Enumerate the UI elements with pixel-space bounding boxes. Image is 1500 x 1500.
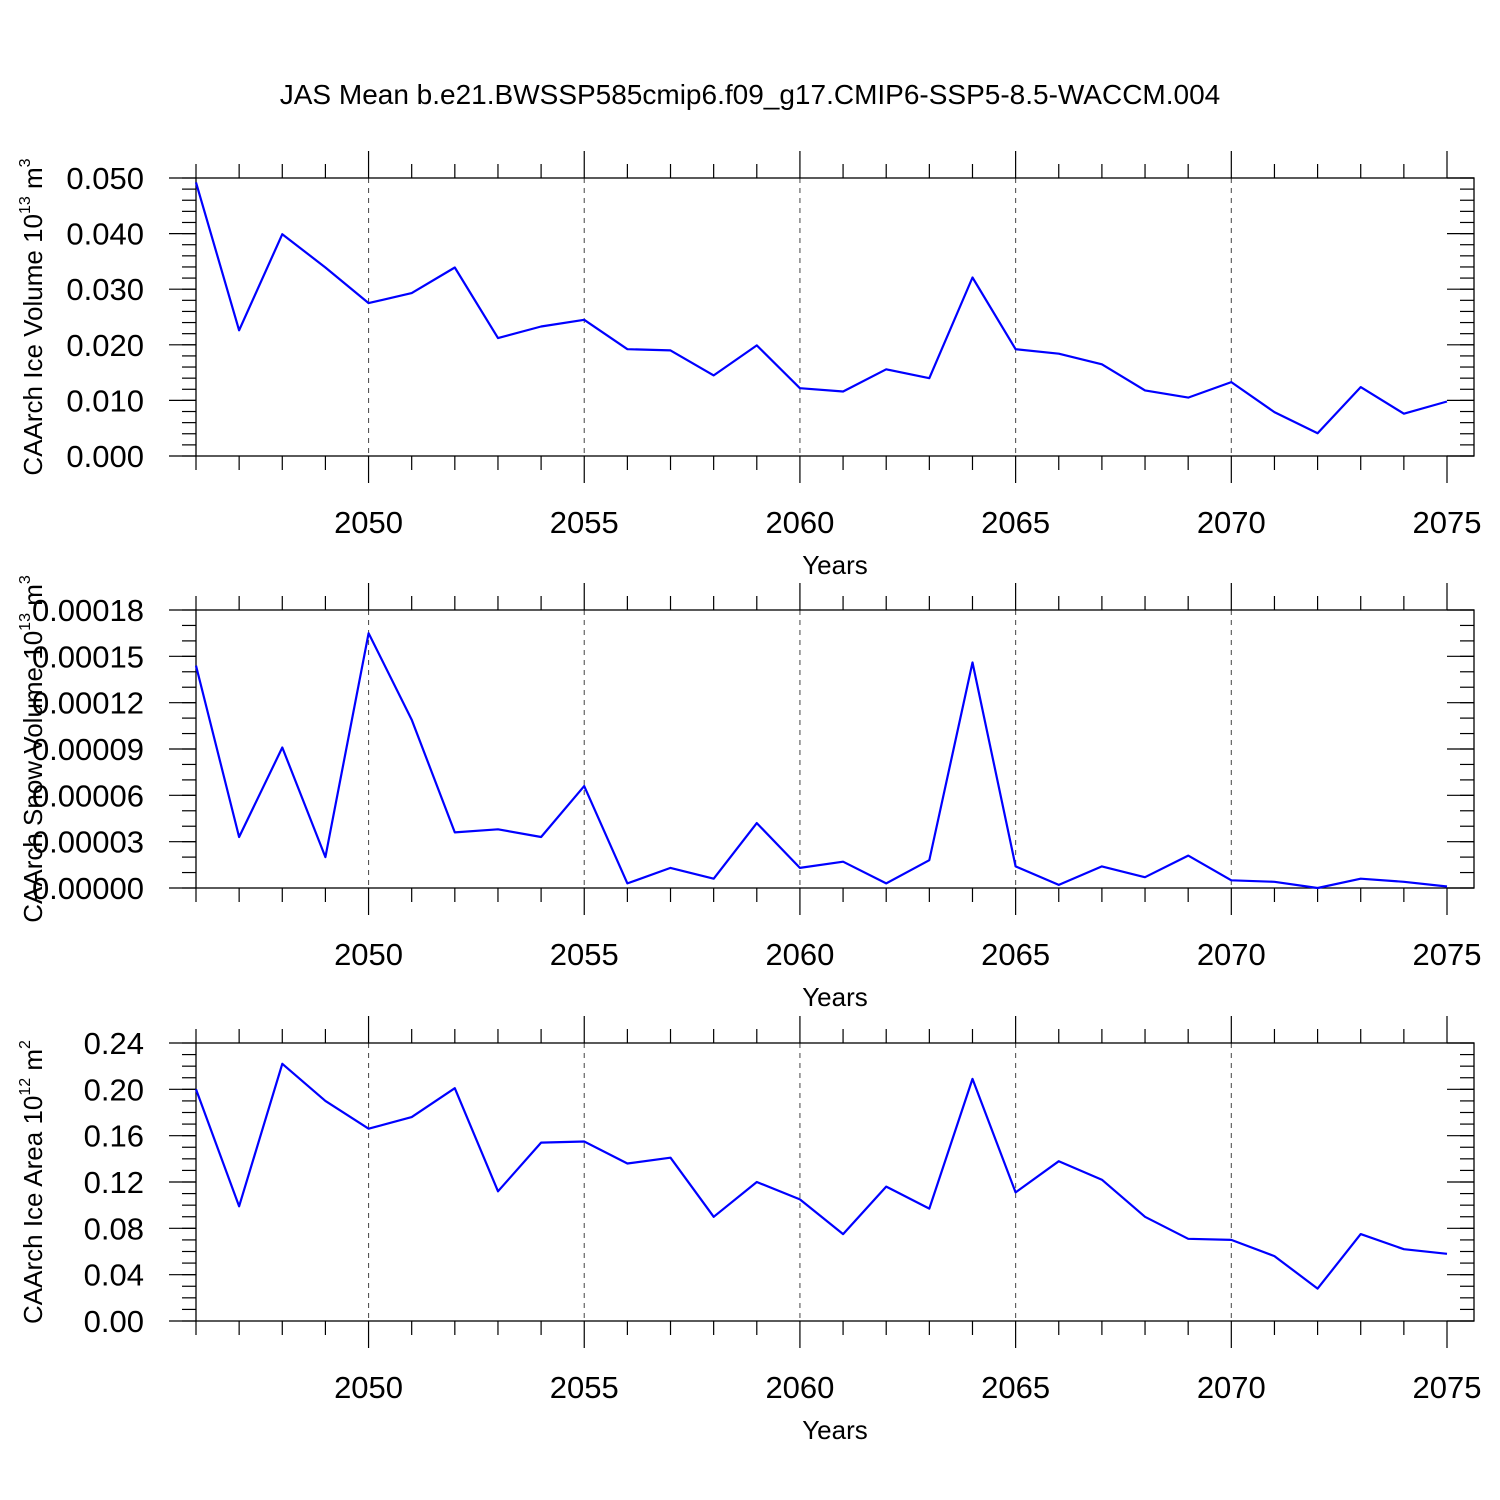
y-tick-label: 0.20 <box>84 1072 144 1107</box>
panels: 0.000 0.010 0.020 0.030 0.040 0.050 2050 2055 20… <box>17 151 1481 1445</box>
plot-frame <box>195 1042 1475 1322</box>
x-tick-label: 2050 <box>334 937 403 972</box>
y-tick-label: 0.16 <box>84 1119 144 1154</box>
x-tick-label: 2075 <box>1413 1370 1482 1405</box>
x-tick-label: 2060 <box>765 505 834 540</box>
x-tick-label: 2065 <box>981 1370 1050 1405</box>
plot-frame <box>195 609 1475 889</box>
y-tick-label: 0.00000 <box>32 871 144 906</box>
y-tick-label: 0.030 <box>66 272 144 307</box>
y-tick-label: 0.00003 <box>32 825 144 860</box>
x-tick-label: 2065 <box>981 505 1050 540</box>
x-tick-label: 2050 <box>334 1370 403 1405</box>
x-tick-label: 2075 <box>1413 505 1482 540</box>
x-axis-label: Years <box>802 1415 868 1445</box>
y-tick-label: 0.020 <box>66 328 144 363</box>
y-tick-label: 0.00012 <box>32 686 144 721</box>
x-tick-label: 2070 <box>1197 1370 1266 1405</box>
x-tick-label: 2075 <box>1413 937 1482 972</box>
x-tick-label: 2055 <box>550 1370 619 1405</box>
series-line <box>194 182 1448 435</box>
x-axis-label: Years <box>802 550 868 580</box>
x-tick-label: 2060 <box>765 937 834 972</box>
y-tick-label: 0.08 <box>84 1211 144 1246</box>
x-tick-label: 2055 <box>550 505 619 540</box>
x-tick-label: 2065 <box>981 937 1050 972</box>
chart-panel-2: 0.00000 0.00003 0.00006 0.00009 0.00012 0.000… <box>17 575 1481 1012</box>
y-tick-label: 0.00018 <box>32 593 144 628</box>
y-tick-label: 0.050 <box>66 161 144 196</box>
x-tick-label: 2055 <box>550 937 619 972</box>
y-tick-label: 0.04 <box>84 1258 144 1293</box>
x-axis-label: Years <box>802 982 868 1012</box>
x-tick-label: 2070 <box>1197 937 1266 972</box>
y-axis-label: CAArch Snow Volume 1013 m3 <box>17 575 48 923</box>
y-tick-label: 0.12 <box>84 1165 144 1200</box>
series-line <box>194 1062 1448 1290</box>
series-line <box>194 632 1448 890</box>
y-tick-label: 0.010 <box>66 383 144 418</box>
y-tick-label: 0.00006 <box>32 778 144 813</box>
y-tick-label: 0.040 <box>66 217 144 252</box>
y-tick-label: 0.24 <box>84 1026 144 1061</box>
y-axis-label: CAArch Ice Area 1012 m2 <box>17 1040 48 1324</box>
chart-panel-3: 0.00 0.04 0.08 0.12 0.16 0.20 0.24 2050 2055 2060… <box>17 1016 1481 1445</box>
y-tick-label: 0.000 <box>66 439 144 474</box>
y-tick-label: 0.00015 <box>32 639 144 674</box>
y-tick-label: 0.00009 <box>32 732 144 767</box>
y-tick-label: 0.00 <box>84 1304 144 1339</box>
x-tick-label: 2070 <box>1197 505 1266 540</box>
x-tick-label: 2060 <box>765 1370 834 1405</box>
y-axis-label: CAArch Ice Volume 1013 m3 <box>17 158 48 475</box>
x-tick-label: 2050 <box>334 505 403 540</box>
plot-frame <box>195 177 1475 457</box>
figure-title: JAS Mean b.e21.BWSSP585cmip6.f09_g17.CMI… <box>280 79 1221 110</box>
chart-panel-1: 0.000 0.010 0.020 0.030 0.040 0.050 2050 2055 20… <box>17 151 1481 580</box>
